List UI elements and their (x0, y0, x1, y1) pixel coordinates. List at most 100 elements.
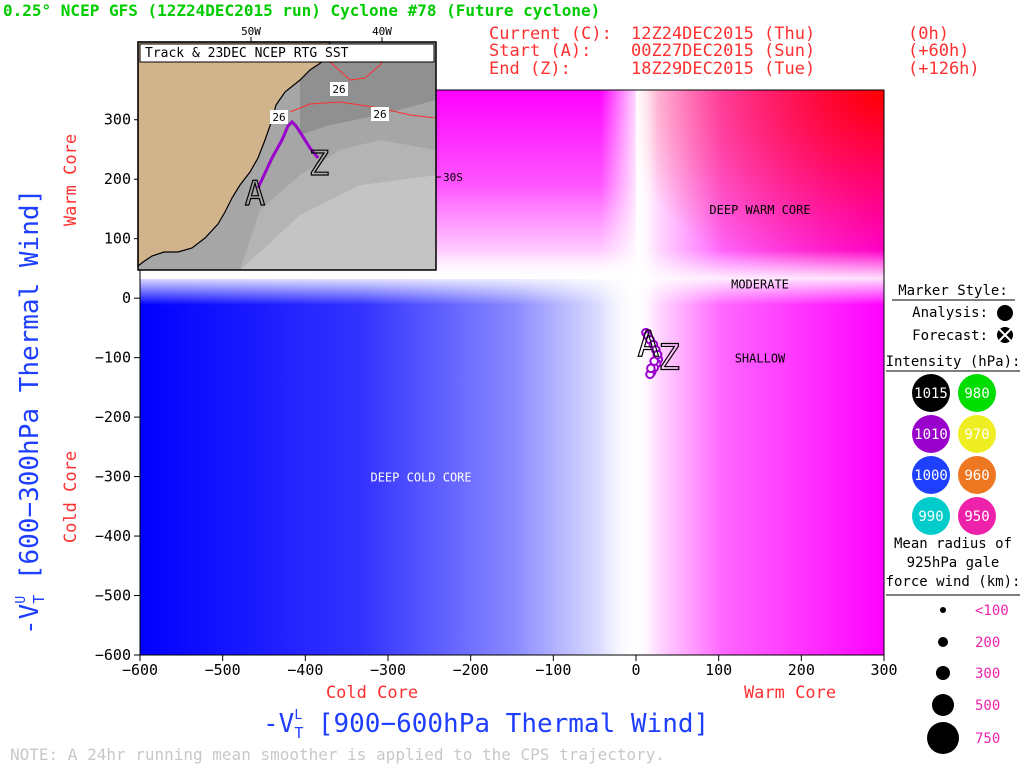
inset-sst-label-3: 26 (272, 111, 285, 124)
inset-sst-isotherm-1 (329, 57, 386, 81)
inset-title: Track & 23DEC NCEP RTG SST (145, 46, 349, 61)
intensity-circle-1010 (912, 415, 950, 453)
time-date-end: 18Z29DEC2015 (Tue) (631, 59, 815, 79)
y-tick-label-3: −300 (95, 468, 131, 486)
radius-label-2: 300 (975, 666, 1000, 682)
y-side-label-cold: Cold Core (61, 451, 81, 543)
trajectory-end-marker: Z (658, 337, 680, 378)
radius-title-line-1: 925hPa gale (907, 555, 1000, 571)
intensity-label-960: 960 (964, 468, 989, 484)
time-date-start: 00Z27DEC2015 (Sun) (631, 41, 815, 61)
y-tick-label-9: 300 (104, 111, 131, 129)
y-label-rest: [600−300hPa Thermal Wind] (15, 189, 45, 596)
radius-marker-3 (932, 694, 954, 716)
radius-label-3: 500 (975, 698, 1000, 714)
legend-radius-title: Mean radius of 925hPa gale force wind (km)… (886, 536, 1021, 590)
y-label-v: -V (15, 604, 45, 635)
inset-title-bar (139, 43, 435, 63)
intensity-label-970: 970 (964, 427, 989, 443)
time-info: Current (C): 12Z24DEC2015 (Thu) (0h) Sta… (489, 24, 980, 79)
x-tick-label-7: 100 (705, 661, 732, 679)
legend-intensity-items: 1015 980 1010 970 1000 960 990 950 (912, 374, 996, 535)
inset-end-marker: Z (309, 144, 329, 184)
y-tick-label-1: −500 (95, 587, 131, 605)
region-label-0: DEEP WARM CORE (709, 203, 810, 217)
inset-sst-label-1: 26 (332, 83, 345, 96)
y-tick-label-5: −100 (95, 349, 131, 367)
x-tick-label-2: −400 (287, 661, 323, 679)
legend-radius-items: <100 200 300 500 750 (927, 603, 1009, 754)
y-axis-ticks: −600 −500 −400 −300 −200 −100 0 100 200 300 (95, 111, 140, 664)
legend-intensity-title: Intensity (hPa): (886, 354, 1021, 370)
legend-marker-style-title: Marker Style: (898, 283, 1008, 299)
intensity-label-1015: 1015 (914, 386, 948, 402)
svg-text:-VTU [600−300hPa Thermal Wind]: -VTU [600−300hPa Thermal Wind] (14, 189, 48, 635)
footer-note: NOTE: A 24hr running mean smoother is ap… (10, 745, 665, 764)
inset-sst-label-bg-3 (270, 110, 288, 124)
x-tick-label-9: 300 (870, 661, 897, 679)
region-label-2: SHALLOW (735, 352, 786, 366)
y-side-label-warm: Warm Core (61, 134, 81, 226)
y-tick-label-6: 0 (122, 289, 131, 307)
x-label-rest: [900−600hPa Thermal Wind] (302, 709, 709, 739)
inset-lat-30s: 30S (443, 171, 463, 184)
quadrant-lower-right (636, 279, 884, 655)
trajectory-point-13 (652, 349, 663, 360)
inset-ocean-shade-light (240, 175, 436, 270)
inset-ocean-shade-dark (300, 60, 436, 135)
radius-label-4: 750 (975, 731, 1000, 747)
inset-lon-40w: 40W (372, 25, 392, 38)
cyclone-trajectory: AZ (637, 324, 681, 380)
y-tick-label-4: −200 (95, 408, 131, 426)
legend: Marker Style: Analysis: Forecast: Intens… (886, 283, 1021, 754)
inset-track (256, 119, 320, 189)
plot-frame (139, 89, 885, 656)
time-offset-current: (0h) (908, 24, 949, 44)
intensity-label-980: 980 (964, 386, 989, 402)
x-label-sup: L (294, 708, 302, 723)
x-axis-ticks: −600 −500 −400 −300 −200 −100 0 100 200 300 (122, 655, 898, 679)
time-date-current: 12Z24DEC2015 (Thu) (631, 24, 815, 44)
radius-label-0: <100 (975, 603, 1009, 619)
x-tick-label-5: −100 (535, 661, 571, 679)
radius-label-1: 200 (975, 635, 1000, 651)
inset-map: 26 26 26 A Z Track & 23DEC NCEP RTG SST … (137, 25, 463, 271)
inset-lon-50w: 50W (241, 25, 261, 38)
x-side-label-cold: Cold Core (326, 683, 418, 703)
region-labels: DEEP WARM CORE MODERATE SHALLOW DEEP COLD C… (370, 203, 810, 485)
intensity-label-990: 990 (918, 509, 943, 525)
legend-forecast-label: Forecast: (912, 328, 988, 344)
radius-marker-2 (936, 666, 950, 680)
x-tick-label-1: −500 (205, 661, 241, 679)
y-label-sup: U (14, 596, 29, 604)
y-tick-label-7: 100 (104, 230, 131, 248)
x-label-v: -V (263, 709, 294, 739)
intensity-circle-990 (912, 497, 950, 535)
radius-title-line-0: Mean radius of (894, 536, 1012, 552)
inset-sst-label-bg-2 (371, 107, 389, 121)
x-label-sub: T (294, 724, 303, 742)
radius-marker-0 (940, 607, 946, 613)
inset-sst-label-bg-1 (330, 82, 348, 96)
svg-text:-VTL [900−600hPa Thermal Wind]: -VTL [900−600hPa Thermal Wind] (263, 708, 709, 742)
inset-start-marker: A (245, 174, 265, 214)
intensity-circle-960 (958, 456, 996, 494)
region-label-3: DEEP COLD CORE (370, 471, 471, 485)
region-label-1: MODERATE (731, 277, 789, 291)
quadrant-upper-right-red (636, 90, 884, 279)
time-label-end: End (Z): (489, 59, 571, 79)
x-tick-label-6: 0 (631, 661, 640, 679)
x-tick-label-4: −200 (453, 661, 489, 679)
radius-marker-4 (927, 722, 959, 754)
intensity-label-1000: 1000 (914, 468, 948, 484)
time-offset-start: (+60h) (908, 41, 969, 61)
intensity-circle-1015 (912, 374, 950, 412)
intensity-label-950: 950 (964, 509, 989, 525)
intensity-circle-970 (958, 415, 996, 453)
quadrant-lower-left (140, 279, 636, 655)
radius-title-line-2: force wind (km): (886, 574, 1021, 590)
inset-sst-label-2: 26 (373, 108, 386, 121)
chart-title: 0.25° NCEP GFS (12Z24DEC2015 run) Cyclon… (3, 1, 600, 20)
intensity-circle-950 (958, 497, 996, 535)
